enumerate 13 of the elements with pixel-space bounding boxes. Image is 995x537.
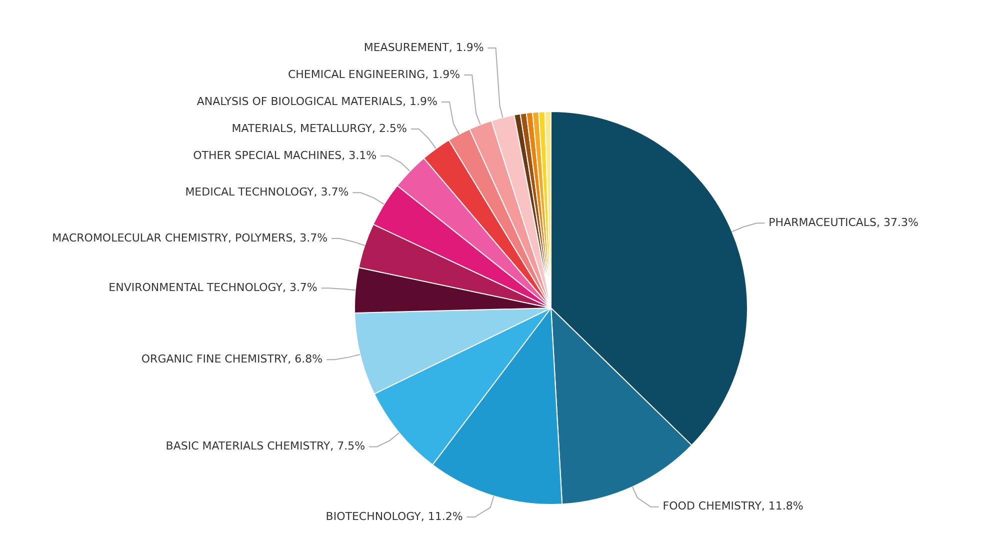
slice-label: BIOTECHNOLOGY, 11.2% [326,510,463,523]
slice-label: MACROMOLECULAR CHEMISTRY, POLYMERS, 3.7% [52,231,328,244]
slice-label: MEDICAL TECHNOLOGY, 3.7% [185,186,349,199]
slice-label: OTHER SPECIAL MACHINES, 3.1% [193,148,377,162]
slice-label: ANALYSIS OF BIOLOGICAL MATERIALS, 1.9% [196,94,438,108]
slice-label: ENVIRONMENTAL TECHNOLOGY, 3.7% [108,280,318,294]
slice-label: ORGANIC FINE CHEMISTRY, 6.8% [141,352,323,366]
slice-label: BASIC MATERIALS CHEMISTRY, 7.5% [166,440,366,453]
slice-label: MATERIALS, METALLURGY, 2.5% [232,122,407,135]
slice-label: FOOD CHEMISTRY, 11.8% [662,500,804,513]
slice-label: MEASUREMENT, 1.9% [364,40,484,54]
slice-label: PHARMACEUTICALS, 37.3% [768,216,918,229]
slice-label: CHEMICAL ENGINEERING, 1.9% [288,68,460,81]
